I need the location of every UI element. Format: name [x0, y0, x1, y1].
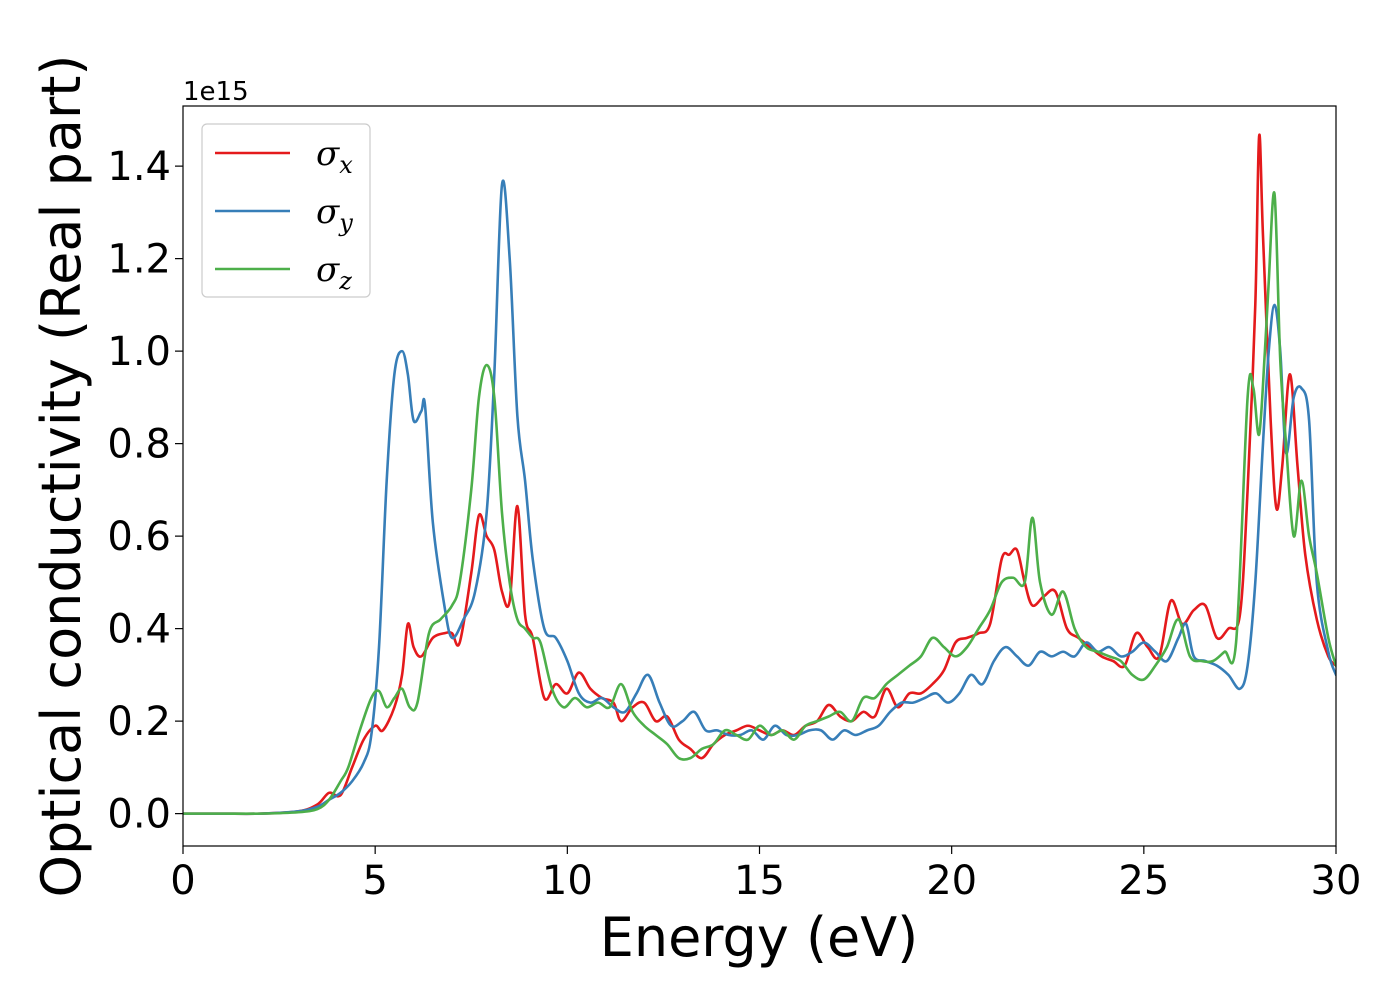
y-tick-label: 0.0 [107, 792, 171, 838]
x-tick-label: 0 [170, 858, 195, 904]
x-axis-ticks: 0 5 10 15 20 25 30 [170, 846, 1361, 904]
legend-label-x: σx [316, 134, 353, 179]
x-tick-label: 15 [734, 858, 785, 904]
y-tick-label: 0.2 [107, 699, 171, 745]
series-line-z [183, 191, 1336, 816]
legend: σx σy σz [201, 123, 371, 298]
x-tick-label: 25 [1118, 858, 1169, 904]
y-tick-label: 0.6 [107, 514, 171, 560]
y-axis-offset-label: 1e15 [183, 77, 249, 107]
y-tick-label: 1.0 [107, 329, 171, 375]
y-tick-label: 0.8 [107, 422, 171, 468]
legend-label-z: σz [316, 250, 352, 295]
legend-label-y: σy [316, 192, 353, 237]
y-tick-label: 0.4 [107, 607, 171, 653]
series-line-x [183, 133, 1336, 816]
x-tick-label: 5 [362, 858, 387, 904]
x-axis-label: Energy (eV) [600, 906, 919, 969]
x-tick-label: 20 [926, 858, 977, 904]
y-tick-label: 1.2 [107, 237, 171, 283]
x-tick-label: 30 [1311, 858, 1362, 904]
y-axis-ticks: 0.0 0.2 0.4 0.6 0.8 1.0 1.2 1.4 [107, 144, 183, 838]
y-tick-label: 1.4 [107, 144, 171, 190]
x-tick-label: 10 [542, 858, 593, 904]
y-axis-label: Optical conductivity (Real part) [30, 55, 93, 898]
series-layer [183, 133, 1336, 816]
legend-entries: σx σy σz [215, 134, 353, 295]
